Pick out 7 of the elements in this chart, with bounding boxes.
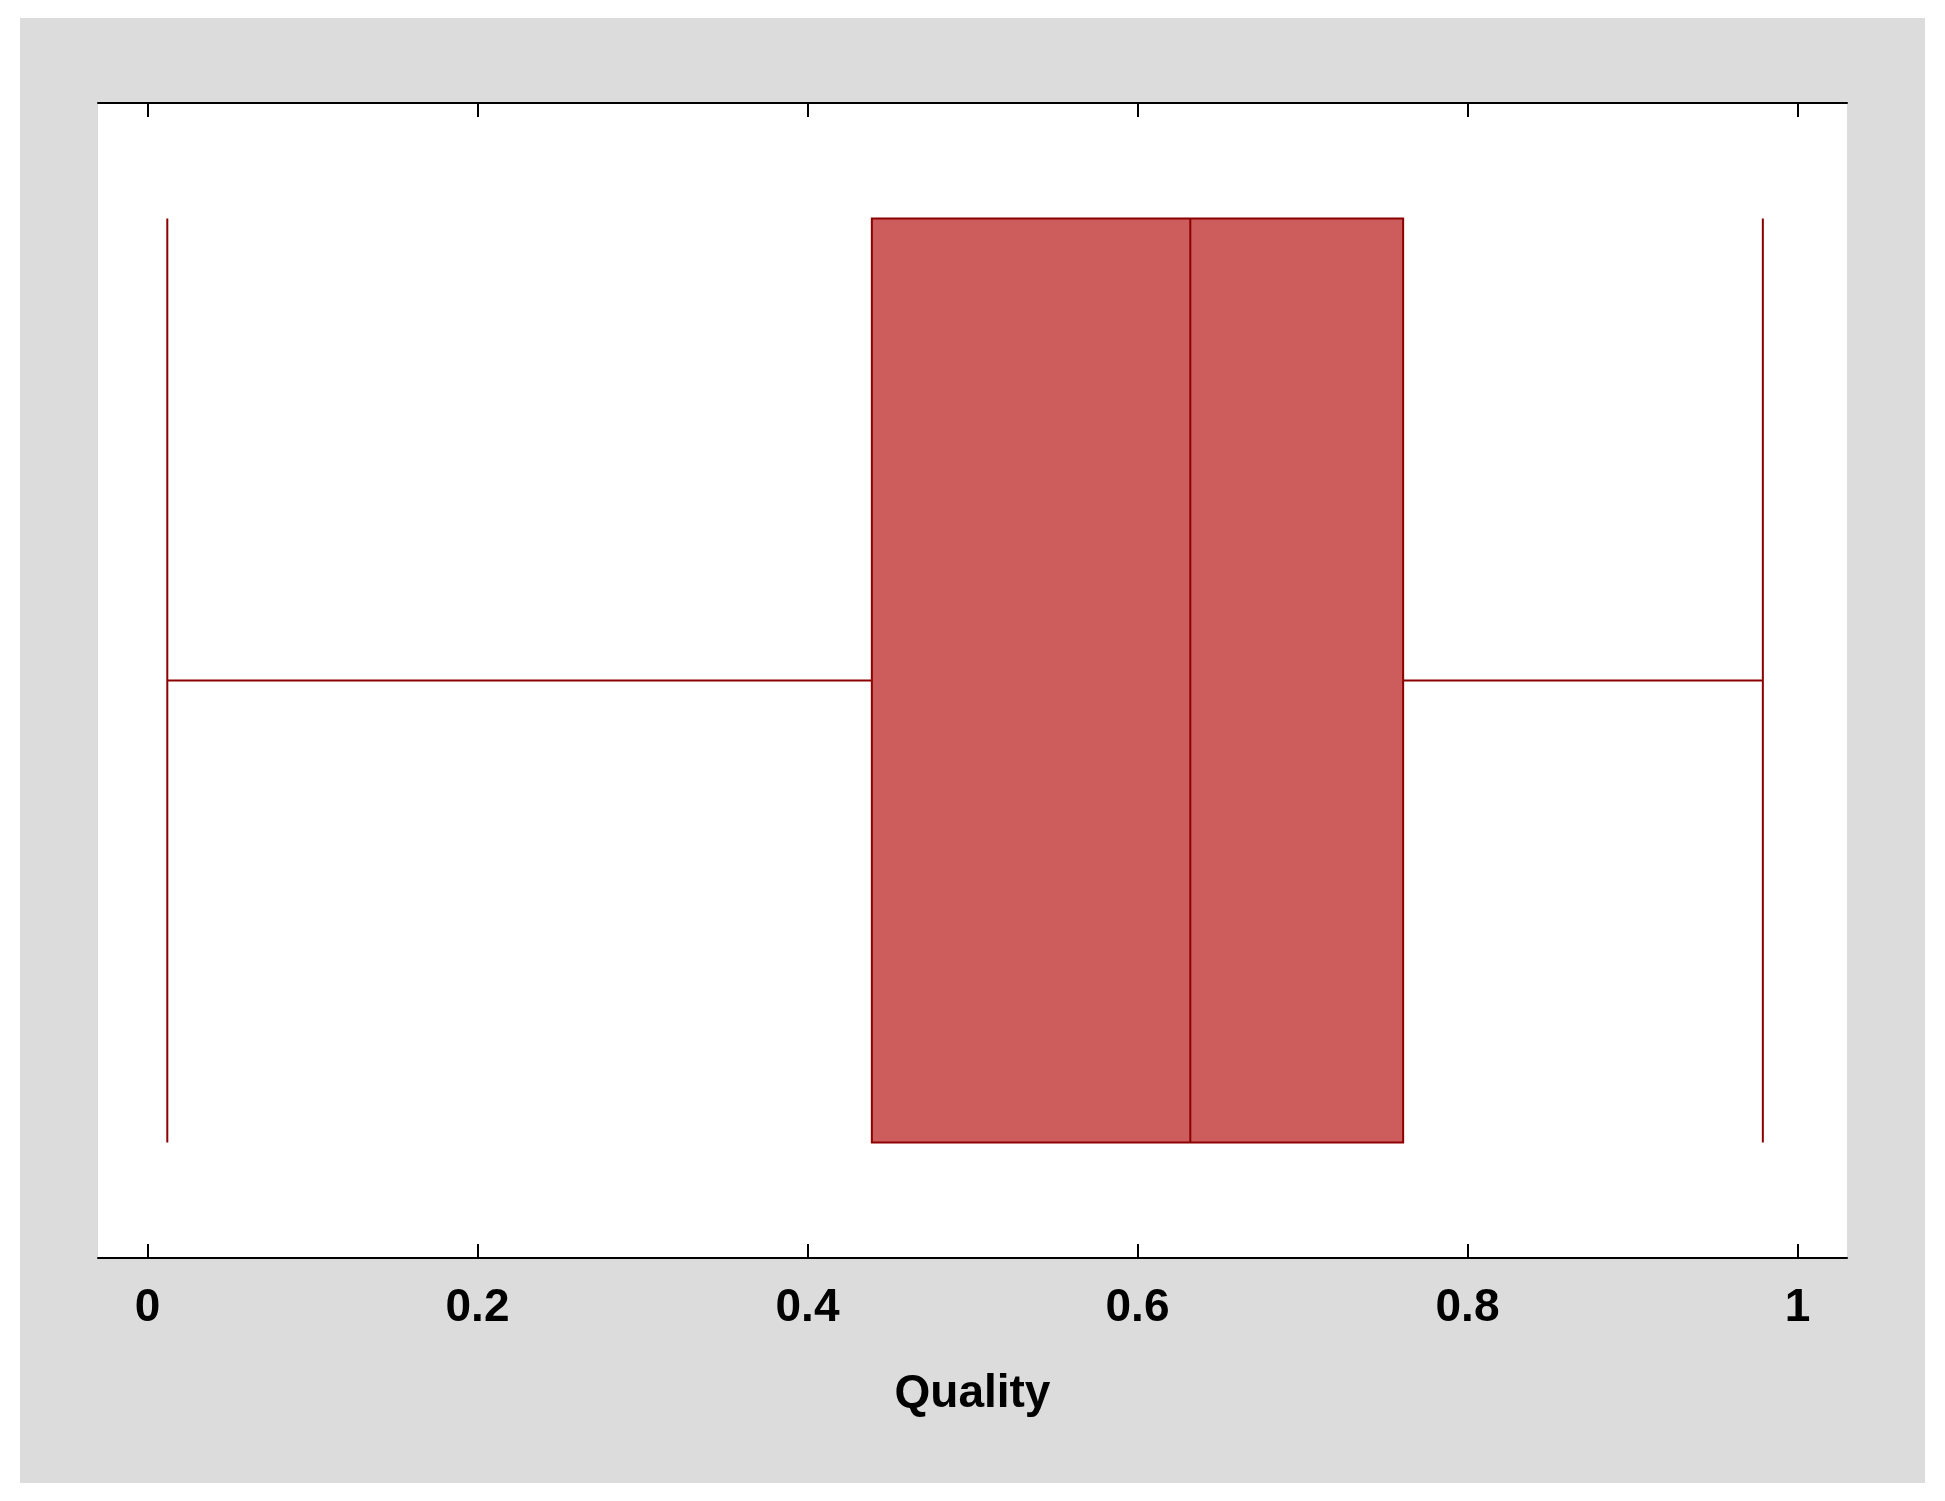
x-tick-label: 1: [1784, 1279, 1811, 1331]
x-tick-label: 0.8: [1435, 1279, 1500, 1331]
x-axis-title: Quality: [894, 1365, 1051, 1417]
x-tick-label: 0.4: [775, 1279, 840, 1331]
x-tick-label: 0.6: [1105, 1279, 1170, 1331]
x-tick-label: 0: [134, 1279, 161, 1331]
x-tick-label: 0.2: [445, 1279, 510, 1331]
